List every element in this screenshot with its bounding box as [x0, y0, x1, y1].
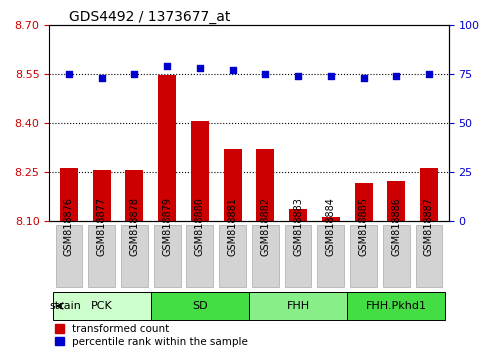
Bar — [158, 75, 176, 221]
Text: GSM818878: GSM818878 — [129, 197, 140, 256]
Text: GSM818883: GSM818883 — [293, 197, 303, 256]
Text: GSM818884: GSM818884 — [326, 197, 336, 256]
Text: FHH.Pkhd1: FHH.Pkhd1 — [366, 301, 427, 311]
Bar — [387, 181, 405, 221]
FancyBboxPatch shape — [151, 292, 249, 320]
FancyBboxPatch shape — [56, 225, 82, 287]
FancyBboxPatch shape — [53, 292, 151, 320]
FancyBboxPatch shape — [383, 225, 410, 287]
Bar — [354, 183, 373, 221]
Text: GSM818885: GSM818885 — [358, 197, 369, 256]
Text: GSM818879: GSM818879 — [162, 197, 172, 256]
Text: GDS4492 / 1373677_at: GDS4492 / 1373677_at — [69, 10, 231, 24]
Point — [163, 63, 171, 69]
Point — [229, 67, 237, 73]
Text: strain: strain — [50, 301, 81, 311]
Text: GSM818886: GSM818886 — [391, 197, 401, 256]
Bar — [60, 169, 78, 221]
FancyBboxPatch shape — [317, 225, 344, 287]
Point — [261, 71, 269, 76]
Text: GSM818887: GSM818887 — [424, 197, 434, 256]
Point — [131, 71, 139, 76]
Point — [392, 73, 400, 79]
Bar — [420, 169, 438, 221]
FancyBboxPatch shape — [347, 292, 445, 320]
Bar — [322, 217, 340, 221]
Point — [327, 73, 335, 79]
FancyBboxPatch shape — [88, 225, 115, 287]
Bar — [289, 209, 307, 221]
FancyBboxPatch shape — [252, 225, 279, 287]
Point — [98, 75, 106, 80]
Legend: transformed count, percentile rank within the sample: transformed count, percentile rank withi… — [55, 324, 248, 347]
Bar — [125, 170, 143, 221]
Bar — [191, 121, 209, 221]
FancyBboxPatch shape — [154, 225, 180, 287]
Text: SD: SD — [192, 301, 208, 311]
FancyBboxPatch shape — [350, 225, 377, 287]
FancyBboxPatch shape — [219, 225, 246, 287]
Point — [294, 73, 302, 79]
Point — [425, 71, 433, 76]
Text: GSM818882: GSM818882 — [260, 197, 270, 256]
Bar — [93, 170, 110, 221]
FancyBboxPatch shape — [284, 225, 312, 287]
Text: PCK: PCK — [91, 301, 112, 311]
Text: GSM818881: GSM818881 — [228, 197, 238, 256]
Text: FHH: FHH — [286, 301, 310, 311]
Text: GSM818876: GSM818876 — [64, 197, 74, 256]
Text: GSM818880: GSM818880 — [195, 197, 205, 256]
Point — [65, 71, 73, 76]
Bar — [256, 149, 274, 221]
Bar — [224, 149, 242, 221]
Point — [359, 75, 367, 80]
Text: GSM818877: GSM818877 — [97, 197, 106, 256]
FancyBboxPatch shape — [121, 225, 148, 287]
FancyBboxPatch shape — [249, 292, 347, 320]
Point — [196, 65, 204, 71]
FancyBboxPatch shape — [186, 225, 213, 287]
FancyBboxPatch shape — [416, 225, 442, 287]
